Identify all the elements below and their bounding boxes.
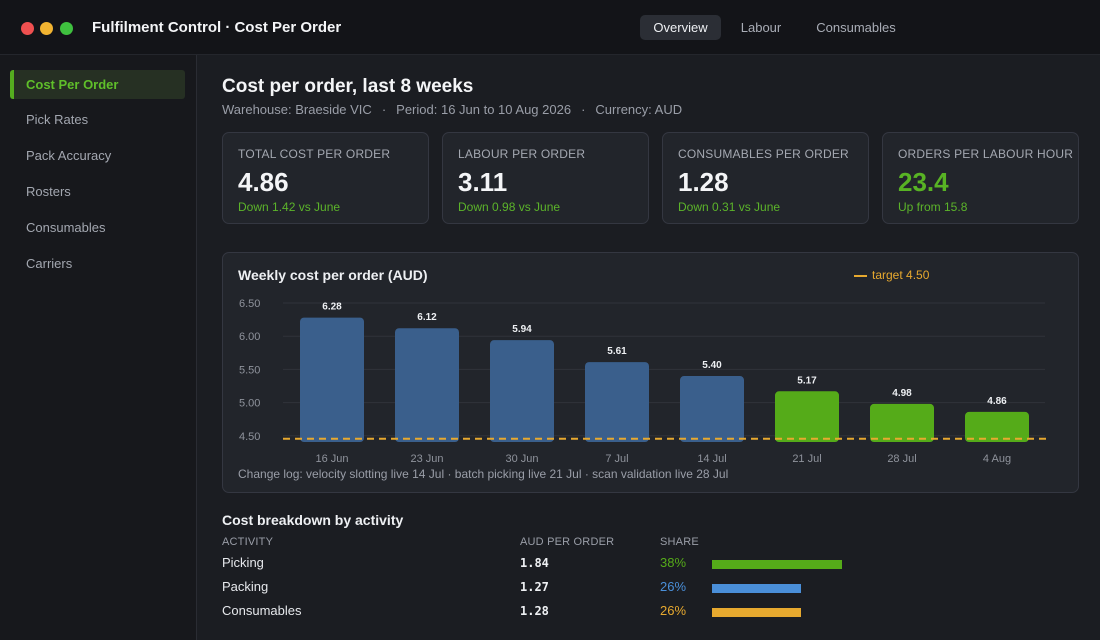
x-tick-label: 4 Aug — [983, 453, 1011, 465]
kpi-value: 3.11 — [458, 167, 508, 197]
kpi-value: 23.4 — [898, 167, 949, 197]
share-bar — [712, 584, 801, 593]
kpi-card-total-cost: TOTAL COST PER ORDER 4.86 Down 1.42 vs J… — [222, 132, 429, 224]
breakdown-title: Cost breakdown by activity — [222, 512, 404, 528]
sidebar-item-rosters[interactable]: Rosters — [26, 184, 71, 199]
page-title: Cost per order, last 8 weeks — [222, 76, 474, 97]
aud-per-order-value: 1.84 — [520, 556, 549, 570]
bar-value-label: 5.40 — [702, 360, 722, 371]
bar-value-label: 4.86 — [987, 396, 1007, 407]
sidebar-item-cost-per-order[interactable]: Cost Per Order — [10, 70, 185, 99]
column-header-activity: ACTIVITY — [222, 536, 274, 548]
bar-value-label: 5.94 — [512, 324, 532, 335]
tab-labour[interactable]: Labour — [740, 20, 782, 35]
sidebar: Cost Per Order Pick Rates Pack Accuracy … — [0, 55, 197, 640]
page-meta: Warehouse: Braeside VIC · Period: 16 Jun t… — [222, 102, 682, 117]
x-tick-label: 28 Jul — [887, 453, 916, 465]
activity-label: Picking — [222, 555, 264, 570]
bar — [585, 362, 649, 442]
activity-label: Consumables — [222, 603, 302, 618]
sidebar-item-consumables[interactable]: Consumables — [26, 220, 106, 235]
kpi-delta: Up from 15.8 — [898, 200, 968, 214]
maximize-window-icon[interactable] — [60, 22, 73, 35]
legend-target-label: target 4.50 — [872, 268, 930, 282]
x-tick-label: 23 Jun — [410, 453, 443, 465]
change-log: Change log: velocity slotting live 14 Ju… — [238, 467, 729, 481]
warehouse-label: Warehouse: Braeside VIC — [222, 102, 372, 117]
x-tick-label: 16 Jun — [315, 453, 348, 465]
x-tick-label: 30 Jun — [505, 453, 538, 465]
y-tick-label: 5.50 — [239, 364, 260, 376]
kpi-delta: Down 0.98 vs June — [458, 200, 561, 214]
bar — [490, 340, 554, 442]
kpi-delta: Down 0.31 vs June — [678, 200, 781, 214]
kpi-card-orders-per-hour: ORDERS PER LABOUR HOUR 23.4 Up from 15.8 — [882, 132, 1079, 224]
sidebar-item-pick-rates[interactable]: Pick Rates — [26, 112, 89, 127]
weekly-cost-chart: 6.50 6.00 5.50 5.00 4.50 6.28 16 Jun 6.12 23 Jun… — [239, 298, 1048, 465]
kpi-label: LABOUR PER ORDER — [458, 147, 586, 161]
kpi-value: 4.86 — [238, 167, 289, 197]
bar — [300, 317, 364, 442]
target-line-swatch — [854, 274, 867, 277]
bar — [870, 403, 934, 442]
meta-separator: · — [581, 102, 586, 117]
kpi-value: 1.28 — [678, 167, 729, 197]
activity-label: Packing — [222, 579, 269, 594]
bar — [965, 411, 1029, 442]
x-tick-label: 14 Jul — [697, 453, 726, 465]
aud-per-order-value: 1.27 — [520, 580, 549, 594]
tab-overview[interactable]: Overview — [640, 15, 721, 40]
weekly-cost-chart-card: Weekly cost per order (AUD) target 4.50 … — [222, 252, 1079, 493]
y-tick-label: 5.00 — [239, 398, 260, 410]
sidebar-item-carriers[interactable]: Carriers — [26, 256, 73, 271]
bar — [680, 376, 744, 442]
kpi-delta: Down 1.42 vs June — [238, 200, 341, 214]
kpi-label: TOTAL COST PER ORDER — [238, 147, 391, 161]
column-header-share: SHARE — [660, 536, 699, 548]
share-bar — [712, 560, 842, 569]
share-percent: 26% — [660, 579, 687, 594]
kpi-label: CONSUMABLES PER ORDER — [678, 147, 849, 161]
tab-consumables[interactable]: Consumables — [816, 20, 896, 35]
y-tick-label: 6.50 — [239, 298, 260, 310]
app-title: Fulfilment Control · Cost Per Order — [92, 19, 342, 36]
chart-legend: target 4.50 — [854, 268, 929, 282]
share-bar — [712, 608, 801, 617]
sidebar-item-pack-accuracy[interactable]: Pack Accuracy — [26, 148, 112, 163]
chart-title: Weekly cost per order (AUD) — [238, 267, 428, 283]
currency-label: Currency: AUD — [595, 102, 683, 117]
close-window-icon[interactable] — [21, 22, 34, 35]
minimize-window-icon[interactable] — [40, 22, 53, 35]
y-tick-label: 6.00 — [239, 331, 260, 343]
column-header-aud: AUD PER ORDER — [520, 536, 615, 548]
x-tick-label: 21 Jul — [792, 453, 821, 465]
bar-value-label: 6.12 — [417, 312, 437, 323]
title-bar: Fulfilment Control · Cost Per Order Over… — [0, 0, 1100, 55]
bar-value-label: 4.98 — [892, 388, 912, 399]
bar — [775, 391, 839, 442]
share-percent: 38% — [660, 555, 687, 570]
y-tick-label: 4.50 — [239, 431, 260, 443]
kpi-label: ORDERS PER LABOUR HOUR — [898, 147, 1074, 161]
meta-separator: · — [381, 102, 387, 117]
kpi-card-consumables: CONSUMABLES PER ORDER 1.28 Down 0.31 vs … — [662, 132, 869, 224]
bar-value-label: 5.17 — [797, 375, 817, 386]
share-percent: 26% — [660, 603, 687, 618]
bar-value-label: 5.61 — [607, 346, 627, 357]
bar-value-label: 6.28 — [322, 302, 342, 313]
main-content: Cost per order, last 8 weeks Warehouse: … — [198, 55, 1100, 640]
kpi-card-labour: LABOUR PER ORDER 3.11 Down 0.98 vs June — [442, 132, 649, 224]
aud-per-order-value: 1.28 — [520, 604, 549, 618]
bar — [395, 328, 459, 442]
x-tick-label: 7 Jul — [605, 453, 628, 465]
period-label: Period: 16 Jun to 10 Aug 2026 — [396, 102, 572, 117]
